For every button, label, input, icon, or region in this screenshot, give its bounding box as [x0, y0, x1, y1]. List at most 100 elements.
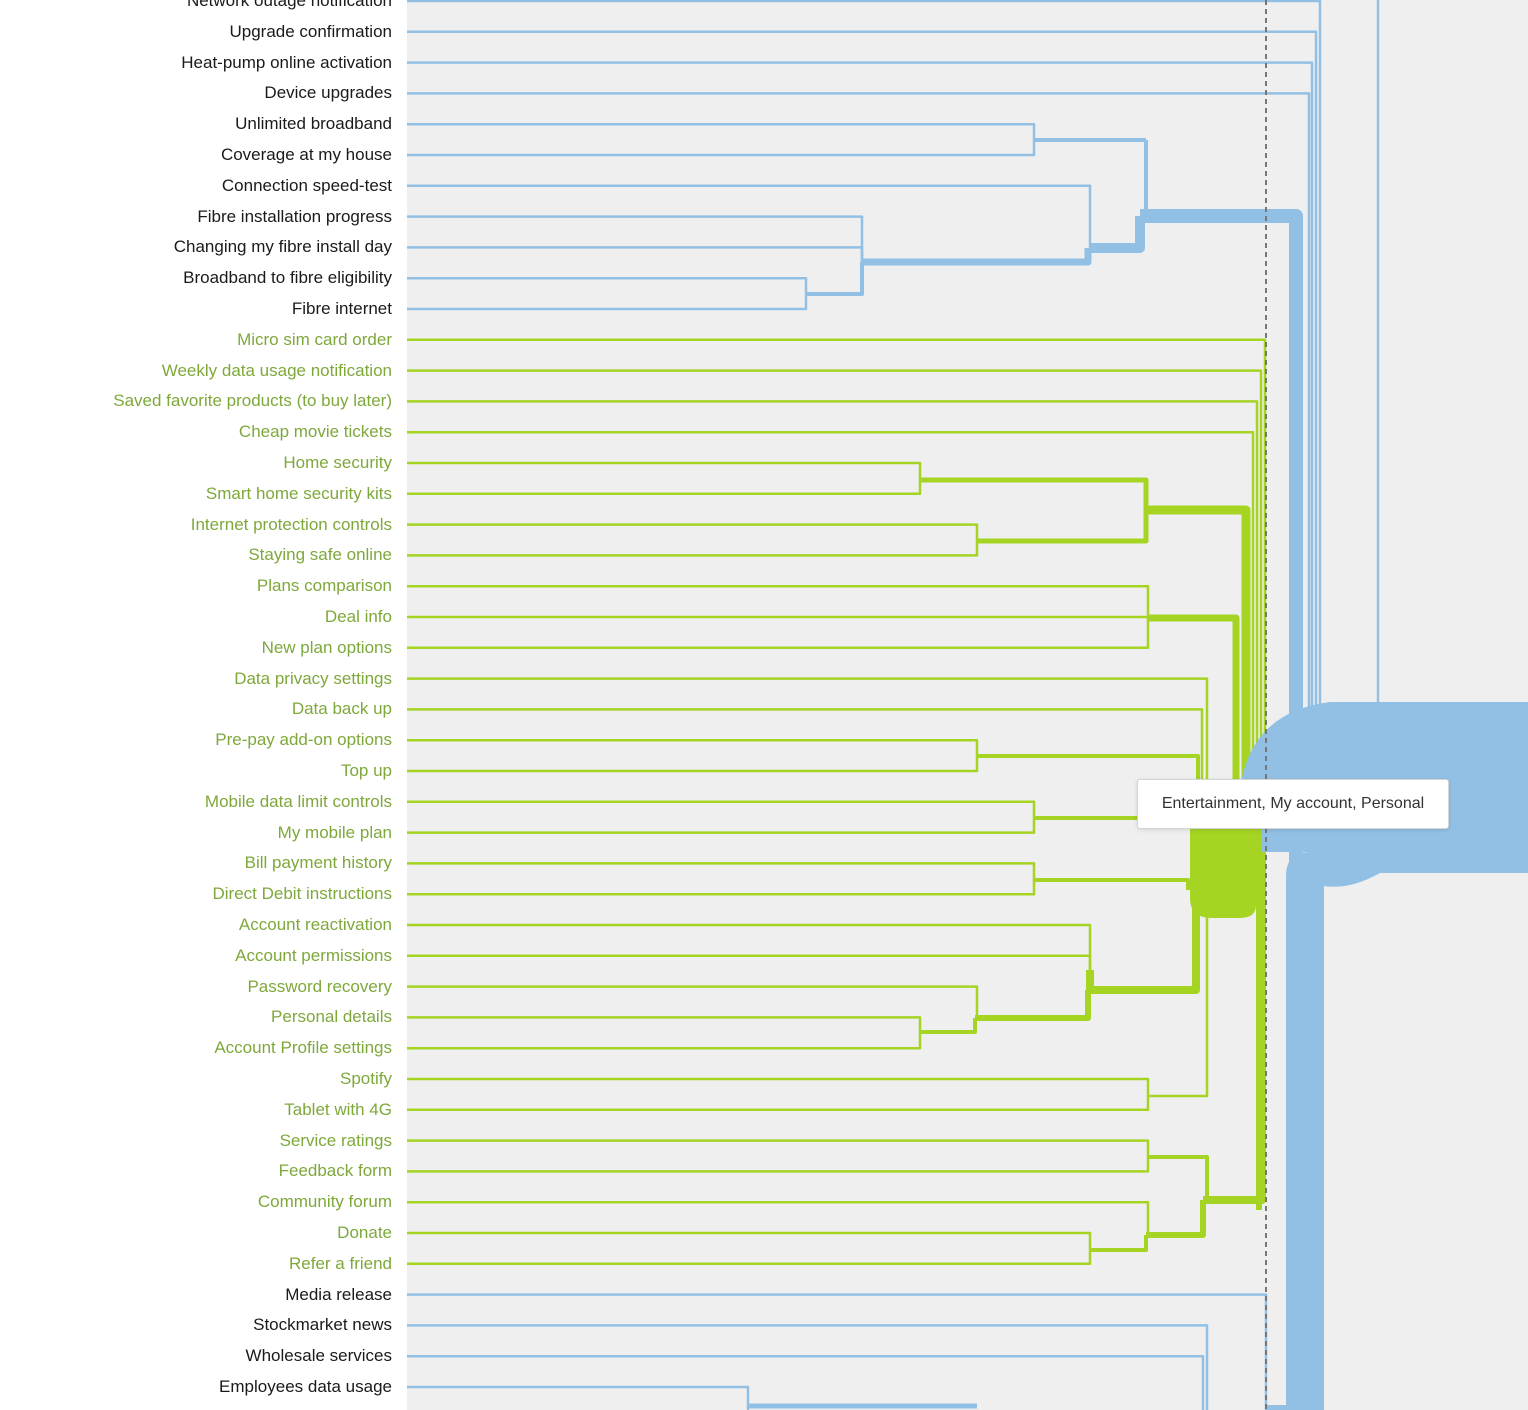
- branch-link: [920, 477, 1149, 510]
- branch-link: [407, 338, 1267, 800]
- branch-link: [1146, 1200, 1206, 1238]
- leaf-label[interactable]: Employees data usage: [219, 1377, 392, 1396]
- leaf-label[interactable]: Broadband to fibre eligibility: [183, 268, 392, 288]
- branch-link: [407, 862, 1036, 880]
- leaf-label[interactable]: Spotify: [340, 1069, 392, 1088]
- branch-link: [806, 262, 864, 296]
- branch-link: [1148, 1155, 1209, 1200]
- leaf-label[interactable]: Deal info: [324, 607, 392, 626]
- branch-link: [407, 369, 1263, 800]
- branch-link: [407, 954, 1092, 970]
- branch-link: [407, 122, 1036, 140]
- leaf-label[interactable]: Direct Debit instructions: [212, 884, 392, 904]
- dendrogram[interactable]: [407, 0, 1528, 1410]
- leaf-link: [407, 1354, 1205, 1410]
- leaf-label[interactable]: Feedback form: [278, 1161, 392, 1181]
- branch-link: [407, 1096, 1150, 1112]
- branch-link: [407, 1250, 1092, 1266]
- branch-link: [1086, 900, 1200, 994]
- branch-link: [407, 738, 979, 756]
- leaf-label[interactable]: Fibre internet: [291, 299, 392, 318]
- branch-link: [407, 184, 1092, 248]
- branch-link: [407, 140, 1036, 157]
- leaf-link: [407, 1385, 750, 1410]
- leaf-label[interactable]: Coverage at my house: [220, 145, 392, 164]
- leaf-label[interactable]: Micro sim card order: [237, 329, 392, 349]
- branch-link: [407, 523, 979, 541]
- green-merge-blob: [1190, 820, 1262, 1210]
- branch-link: [407, 461, 922, 480]
- branch-link: [407, 1157, 1150, 1173]
- leaf-label[interactable]: Account reactivation: [238, 915, 392, 934]
- branch-link: [407, 430, 1255, 800]
- root-merge-blob: [1240, 702, 1528, 1410]
- branch-link: [407, 1077, 1150, 1096]
- leaf-label[interactable]: Data back up: [291, 699, 392, 719]
- leaf-label[interactable]: Upgrade confirmation: [229, 21, 392, 41]
- leaf-label[interactable]: Top up: [340, 761, 392, 780]
- branch-link: [407, 276, 808, 294]
- leaf-label[interactable]: Service ratings: [279, 1130, 392, 1150]
- branch-link: [1090, 216, 1145, 253]
- leaf-label[interactable]: Heat-pump online activation: [181, 52, 392, 72]
- branch-link: [407, 1231, 1092, 1250]
- leaf-label[interactable]: Fibre installation progress: [197, 206, 392, 226]
- branch-link: [407, 800, 1036, 818]
- branch-link: [407, 1200, 1150, 1235]
- branch-link: [407, 756, 979, 773]
- branch-link: [977, 510, 1149, 544]
- leaf-label[interactable]: Cheap movie tickets: [238, 422, 392, 442]
- leaf-label[interactable]: Changing my fibre install day: [173, 237, 392, 257]
- leaf-label[interactable]: Device upgrades: [264, 83, 392, 103]
- branch-link: [407, 708, 1204, 800]
- cluster-tooltip: Entertainment, My account, Personal: [1137, 779, 1449, 829]
- branch-link: [407, 1032, 922, 1050]
- leaf-label[interactable]: Stockmarket news: [253, 1315, 392, 1335]
- branch-link: [407, 618, 1150, 650]
- leaf-label[interactable]: Saved favorite products (to buy later): [113, 391, 392, 411]
- branch-link: [407, 246, 864, 262]
- leaf-label[interactable]: Refer a friend: [289, 1253, 392, 1273]
- branch-link: [407, 985, 979, 1018]
- leaf-label[interactable]: Home security: [283, 453, 392, 472]
- leaf-label[interactable]: Data privacy settings: [234, 668, 392, 688]
- leaf-label[interactable]: Pre-pay add-on options: [215, 730, 392, 750]
- leaf-label[interactable]: Connection speed-test: [221, 175, 392, 195]
- leaf-label[interactable]: Donate: [337, 1223, 392, 1242]
- branch-link: [407, 480, 922, 496]
- branch-link: [1034, 878, 1190, 890]
- branch-link: [407, 677, 1209, 800]
- leaf-label[interactable]: Wholesale services: [245, 1346, 392, 1366]
- leaf-label[interactable]: Personal details: [271, 1007, 392, 1027]
- branch-link: [975, 990, 1091, 1021]
- leaf-label[interactable]: My mobile plan: [277, 822, 392, 842]
- leaf-label[interactable]: Account permissions: [235, 945, 392, 965]
- leaf-label[interactable]: Network outage notification: [186, 0, 392, 10]
- leaf-label[interactable]: Staying safe online: [248, 545, 392, 565]
- leaf-label[interactable]: Plans comparison: [256, 576, 392, 596]
- branch-link: [1090, 1235, 1148, 1252]
- branch-link: [407, 1016, 922, 1032]
- leaf-label[interactable]: Account Profile settings: [214, 1038, 392, 1058]
- leaf-label[interactable]: Community forum: [257, 1192, 392, 1212]
- leaf-labels: Network outage notification Upgrade confi…: [0, 0, 400, 1410]
- branch-link: [407, 1139, 1150, 1157]
- leaf-label[interactable]: Password recovery: [247, 976, 392, 996]
- leaf-label[interactable]: Smart home security kits: [205, 483, 392, 503]
- leaf-label[interactable]: Media release: [285, 1284, 392, 1304]
- branch-link: [920, 1018, 977, 1034]
- branch-link: [407, 294, 808, 311]
- leaf-label[interactable]: New plan options: [261, 637, 392, 657]
- branch-link: [407, 615, 1150, 619]
- leaf-label[interactable]: Internet protection controls: [190, 514, 392, 534]
- leaf-label[interactable]: Weekly data usage notification: [161, 360, 392, 380]
- leaf-link: [407, 1324, 1209, 1410]
- branch-link: [407, 541, 979, 557]
- leaf-label[interactable]: Tablet with 4G: [284, 1099, 392, 1119]
- leaf-label[interactable]: Unlimited broadband: [235, 114, 392, 134]
- branch-link: [407, 880, 1036, 896]
- leaf-label[interactable]: Bill payment history: [244, 853, 392, 873]
- branch-link: [407, 400, 1259, 800]
- leaf-label[interactable]: Mobile data limit controls: [204, 791, 392, 811]
- branch-link: [407, 818, 1036, 834]
